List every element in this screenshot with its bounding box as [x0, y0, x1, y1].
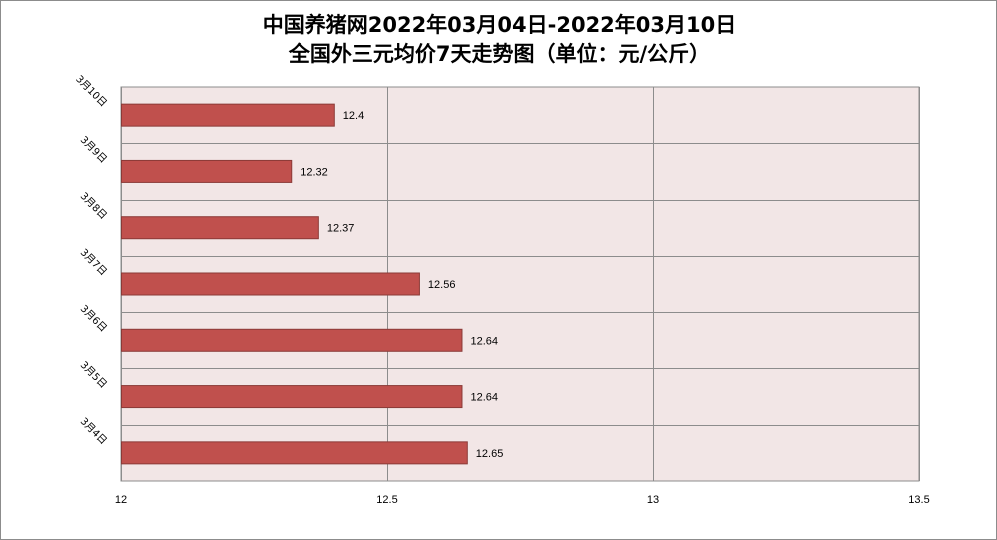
y-tick-label: 3月4日 — [78, 415, 110, 447]
y-tick-label: 3月10日 — [73, 73, 109, 109]
chart-title-line-2: 全国外三元均价7天走势图（单位：元/公斤） — [288, 42, 711, 66]
bar — [121, 216, 319, 240]
data-label: 12.4 — [343, 110, 364, 122]
bar — [121, 328, 463, 352]
x-tick-label: 13.5 — [908, 494, 929, 506]
x-tick-label: 13 — [647, 494, 659, 506]
y-tick-label: 3月9日 — [78, 134, 110, 166]
y-tick-label: 3月5日 — [78, 359, 110, 391]
y-tick-label: 3月6日 — [78, 303, 110, 335]
data-label: 12.64 — [470, 392, 498, 404]
chart-title-line-1: 中国养猪网2022年03月04日-2022年03月10日 — [262, 13, 737, 37]
x-tick-label: 12.5 — [376, 494, 397, 506]
data-label: 12.65 — [476, 448, 504, 460]
bar — [121, 272, 420, 296]
x-tick-label: 12 — [115, 494, 127, 506]
chart-title: 中国养猪网2022年03月04日-2022年03月10日 全国外三元均价7天走势… — [1, 11, 997, 69]
bar — [121, 441, 468, 465]
data-label: 12.64 — [470, 335, 498, 347]
y-tick-label: 3月7日 — [78, 246, 110, 278]
y-tick-label: 3月8日 — [78, 190, 110, 222]
data-label: 12.56 — [428, 279, 456, 291]
bar — [121, 103, 335, 127]
data-label: 12.32 — [300, 166, 328, 178]
data-label: 12.37 — [327, 223, 355, 235]
bar — [121, 159, 293, 183]
bar — [121, 385, 463, 409]
